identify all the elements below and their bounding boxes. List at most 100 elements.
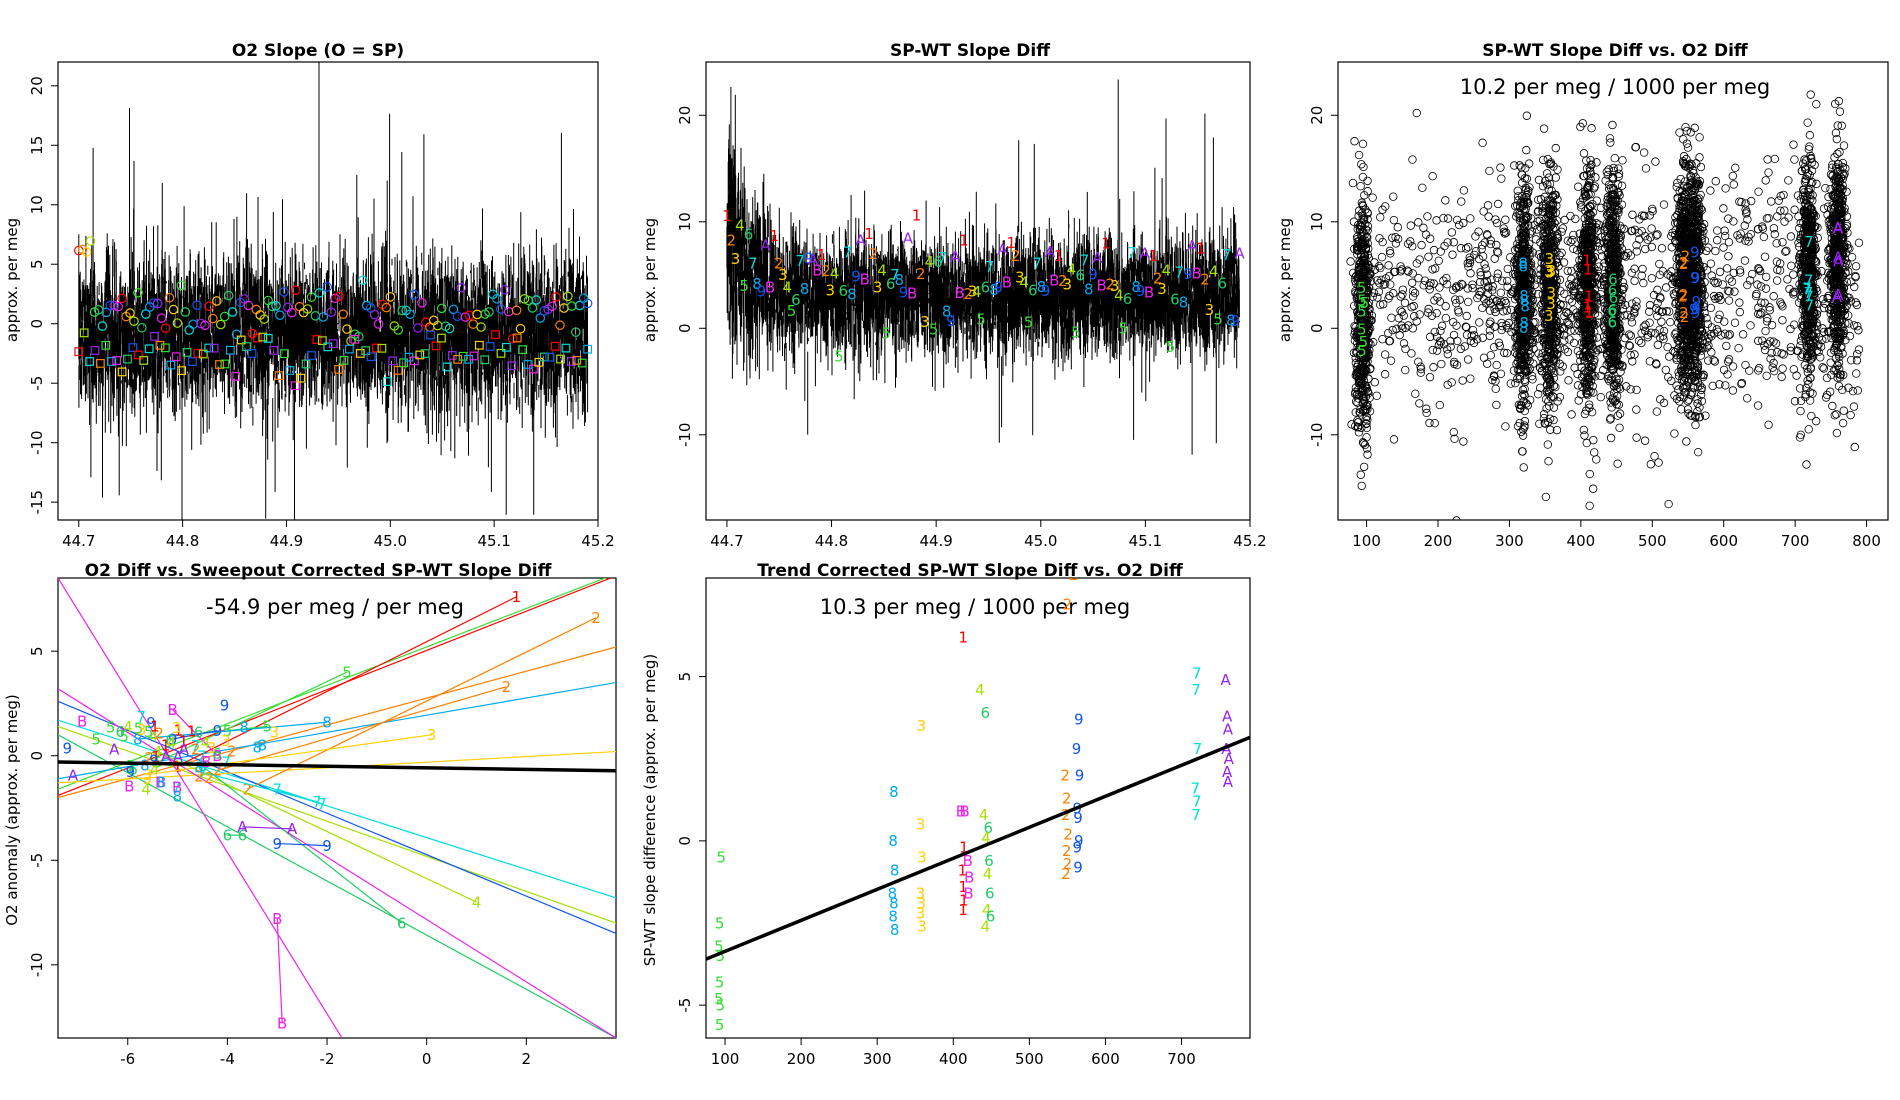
scatter-point	[1553, 230, 1562, 239]
square-marker	[474, 340, 484, 350]
square-marker	[502, 342, 511, 352]
data-label: 9	[1088, 265, 1098, 283]
scatter-point	[1545, 298, 1554, 308]
scatter-point	[1835, 147, 1844, 157]
panel-annotation: 10.2 per meg / 1000 per meg	[1460, 75, 1771, 99]
scatter-point	[1552, 341, 1561, 350]
circle-marker	[369, 309, 380, 320]
data-label: 7	[985, 258, 995, 276]
scatter-point	[1519, 199, 1529, 208]
circle-marker	[212, 296, 222, 306]
scatter-point	[1357, 160, 1366, 169]
scatter-point	[1582, 156, 1591, 165]
scatter-point	[1358, 370, 1368, 380]
scatter-point	[1526, 284, 1535, 293]
square-marker	[512, 333, 522, 343]
circle-marker	[243, 300, 254, 311]
square-marker	[274, 371, 284, 381]
data-label: 9	[994, 278, 1004, 296]
data-label: 6	[744, 225, 754, 243]
scatter-point	[1536, 270, 1545, 280]
scatter-point	[1355, 314, 1364, 323]
scatter-point	[1802, 460, 1811, 469]
data-label: B	[1002, 274, 1012, 292]
circle-marker	[547, 301, 557, 312]
scatter-point	[1359, 214, 1369, 223]
scatter-point	[1545, 251, 1555, 260]
data-label: A	[761, 236, 772, 254]
scatter-point	[1604, 165, 1613, 174]
scatter-point	[1539, 310, 1549, 320]
scatter-point	[1546, 159, 1555, 169]
data-label: A	[855, 231, 866, 249]
square-marker	[529, 364, 538, 374]
x-tick-label: 45.2	[1233, 532, 1266, 550]
scatter-point	[1581, 351, 1591, 360]
scatter-point	[1351, 408, 1360, 417]
circle-marker	[563, 291, 573, 302]
scatter-point	[1543, 265, 1552, 275]
circle-marker	[413, 323, 423, 333]
square-marker	[166, 360, 176, 370]
scatter-point	[1358, 255, 1367, 264]
circle-marker	[129, 316, 139, 326]
data-label: 5	[1166, 338, 1176, 356]
data-label: 6	[886, 275, 896, 293]
scatter-point	[1515, 270, 1524, 279]
circle-marker	[275, 310, 285, 320]
data-label: 9	[1183, 265, 1193, 283]
circle-marker	[109, 300, 120, 311]
scatter-point	[1363, 357, 1372, 366]
data-label: 8	[800, 280, 810, 298]
data-label: A	[1234, 244, 1245, 262]
scatter-point	[1606, 398, 1615, 407]
circle-marker	[322, 282, 333, 292]
scatter-point	[1359, 462, 1369, 472]
square-marker	[350, 334, 360, 344]
y-tick-label: 10	[676, 212, 694, 231]
data-label: 2	[963, 285, 973, 303]
square-marker	[307, 351, 316, 360]
scatter-point	[1523, 401, 1532, 410]
scatter-point	[1811, 416, 1821, 426]
data-label: 5	[929, 321, 939, 339]
scatter-point	[1538, 349, 1547, 358]
scatter-point	[1540, 358, 1549, 367]
scatter-point	[1588, 484, 1598, 493]
scatter-point	[1366, 277, 1376, 286]
circle-marker	[223, 290, 234, 301]
y-axis-label: approx. per meg	[3, 218, 21, 342]
circle-marker	[152, 298, 163, 309]
circle-marker	[117, 293, 127, 304]
circle-marker	[180, 307, 191, 317]
scatter-point	[1354, 265, 1363, 274]
data-label: 2	[774, 254, 784, 272]
circle-marker	[302, 304, 313, 314]
scatter-point	[1582, 388, 1591, 398]
scatter-point	[1357, 379, 1367, 388]
scatter-point	[1353, 385, 1363, 395]
data-label: B	[812, 262, 822, 280]
scatter-point	[1349, 348, 1359, 357]
scatter-point	[1545, 375, 1555, 385]
scatter-point	[1517, 447, 1527, 456]
data-label: 5	[834, 347, 844, 365]
scatter-point	[1528, 248, 1538, 257]
data-label: 9	[899, 283, 909, 301]
circle-marker	[499, 284, 510, 295]
scatter-point	[1363, 244, 1373, 253]
scatter-point	[1618, 156, 1627, 165]
scatter-point	[1358, 365, 1367, 375]
scatter-point	[1352, 362, 1362, 372]
scatter-point	[1613, 411, 1623, 420]
scatter-point	[1522, 213, 1531, 223]
scatter-point	[1615, 423, 1624, 433]
square-marker	[523, 360, 533, 369]
plot-frame	[1337, 61, 1889, 521]
data-label: 4	[1209, 263, 1219, 281]
scatter-point	[1522, 111, 1532, 120]
circle-marker	[279, 287, 289, 297]
scatter-point	[1549, 162, 1558, 171]
data-label: 4	[1114, 287, 1124, 305]
data-label: 6	[838, 282, 848, 300]
